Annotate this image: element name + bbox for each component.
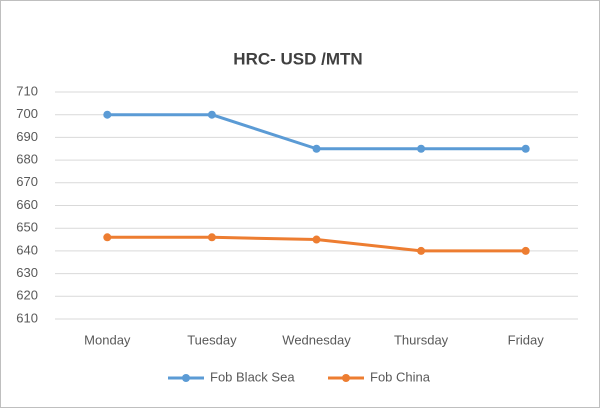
y-tick-label: 670: [16, 174, 38, 189]
data-point: [207, 233, 216, 242]
legend-marker: [342, 374, 350, 382]
data-point: [103, 233, 112, 242]
y-tick-label: 680: [16, 152, 38, 167]
x-tick-label: Tuesday: [187, 332, 237, 347]
y-tick-label: 630: [16, 265, 38, 280]
legend-marker: [182, 374, 190, 382]
chart-title: HRC- USD /MTN: [233, 49, 362, 68]
data-point: [417, 144, 426, 153]
x-tick-label: Wednesday: [282, 332, 351, 347]
data-point: [312, 144, 321, 153]
y-tick-label: 660: [16, 197, 38, 212]
y-tick-label: 700: [16, 106, 38, 121]
legend-label: Fob Black Sea: [210, 369, 295, 384]
data-point: [103, 110, 112, 119]
y-tick-label: 640: [16, 242, 38, 257]
data-point: [312, 235, 321, 244]
legend-label: Fob China: [370, 369, 431, 384]
y-tick-label: 690: [16, 129, 38, 144]
y-tick-label: 710: [16, 83, 38, 98]
data-point: [521, 246, 530, 255]
x-tick-label: Friday: [508, 332, 545, 347]
x-tick-label: Monday: [84, 332, 131, 347]
y-tick-label: 620: [16, 288, 38, 303]
y-tick-label: 650: [16, 220, 38, 235]
data-point: [207, 110, 216, 119]
data-point: [521, 144, 530, 153]
data-point: [417, 246, 426, 255]
y-tick-label: 610: [16, 310, 38, 325]
x-tick-label: Thursday: [394, 332, 449, 347]
